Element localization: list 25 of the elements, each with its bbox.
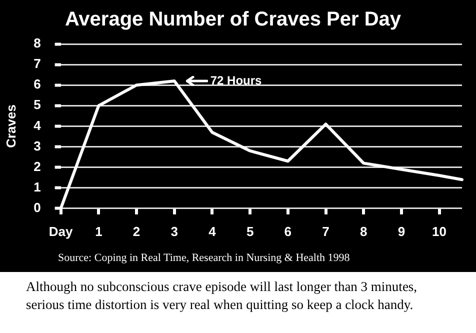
y-tick-label: 2: [34, 158, 41, 174]
x-tick-label: 7: [322, 224, 330, 239]
y-tick-label: 1: [34, 179, 41, 194]
y-tick-label: 3: [34, 138, 41, 154]
x-tick-label: 4: [208, 224, 217, 239]
x-tick-label: 2: [132, 224, 140, 239]
x-tick-label: Day: [48, 224, 74, 239]
y-tick-label: 8: [34, 36, 41, 51]
x-tick-label: 3: [170, 224, 178, 239]
text: Although no subconscious crave episode will last longer than 3 minutes, serious time distortion is very real when quitting so keep a clock handy.: [26, 278, 418, 314]
annotation: 72 Hours: [210, 73, 262, 88]
y-tick-label: 6: [34, 76, 41, 92]
chart-title: Average Number of Craves Per Day: [64, 8, 402, 31]
y-tick-label: 7: [34, 56, 41, 72]
x-tick-label: 5: [246, 224, 254, 239]
y-axis-title: Craves: [3, 104, 18, 148]
x-tick-label: 9: [398, 224, 406, 239]
y-tick-label: 4: [34, 118, 42, 133]
x-tick-label: 10: [432, 224, 447, 239]
y-tick-label: 0: [34, 200, 41, 215]
y-tick-label: 5: [34, 97, 41, 112]
x-tick-label: 6: [284, 224, 292, 239]
x-tick-label: 1: [95, 224, 102, 239]
x-tick-label: 8: [360, 224, 368, 239]
source-note: Source: Coping in Real Time, Research in Nursing & Health 1998: [57, 251, 351, 266]
